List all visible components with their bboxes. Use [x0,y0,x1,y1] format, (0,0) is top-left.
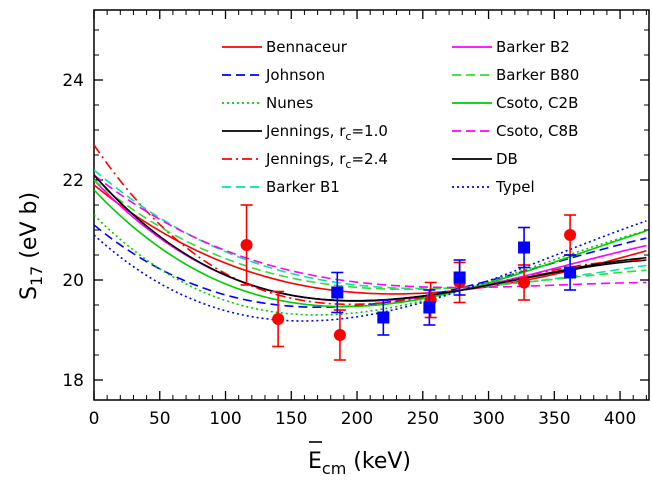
y-axis-title-main: S [17,286,42,300]
series-line-4 [94,144,647,306]
series-line-3 [94,174,647,302]
legend-label-10: DB [496,150,518,168]
data-point-circle [564,229,577,241]
series-line-0 [94,184,647,295]
x-tick-label: 0 [89,409,100,429]
x-axis-title-sub: cm [322,459,346,478]
y-axis-title-unit: (eV b) [17,192,42,266]
data-point-square [564,266,577,279]
x-tick-label: 300 [472,409,504,429]
legend-label-6: Barker B2 [496,38,570,56]
data-point-circle [518,276,531,289]
y-tick-label: 22 [62,171,84,191]
legend-label-0: Bennaceur [266,38,348,56]
x-axis-title-unit: (keV) [346,449,411,474]
axis-ticks: 0 50 100 150 200 250 300 350 400 18 20 22 24 [62,10,649,429]
x-tick-label: 200 [341,409,373,429]
y-axis-title-sub: 17 [27,266,46,286]
legend-label-11: Typel [495,178,535,196]
x-axis-title-main: E [308,449,322,474]
data-points [240,204,577,361]
legend-label-2: Nunes [266,94,313,112]
data-point-square [331,286,344,299]
y-tick-label: 20 [62,271,84,291]
series-line-7 [94,179,647,291]
series-line-8 [94,189,647,308]
series-line-2 [94,214,647,316]
x-tick-label: 50 [149,409,171,429]
data-point-square [518,241,531,254]
model-curves [94,144,647,322]
x-tick-label: 350 [538,409,570,429]
x-tick-label: 250 [407,409,439,429]
data-point-square [453,271,466,284]
legend-label-9: Csoto, C8B [496,122,578,140]
y-tick-label: 18 [62,371,84,391]
data-point-circle [272,313,285,325]
data-point-circle [240,239,253,251]
legend-label-3: Jennings, rc=1.0 [265,122,388,143]
legend-label-5: Barker B1 [266,178,340,196]
x-tick-label: 100 [209,409,241,429]
legend-label-4: Jennings, rc=2.4 [265,150,388,171]
series-line-11 [94,220,647,322]
legend-label-8: Csoto, C2B [496,94,578,112]
x-tick-label: 400 [604,409,636,429]
legend-label-7: Barker B80 [496,66,579,84]
legend-label-1: Johnson [265,66,325,84]
data-point-circle [333,329,346,341]
series-line-10 [94,174,647,302]
legend: Bennaceur Johnson Nunes Jennings, rc=1.0 Jen… [222,38,579,196]
y-tick-label: 24 [62,71,84,91]
data-point-square [377,311,390,324]
data-point-square [423,301,436,314]
x-tick-label: 150 [275,409,307,429]
x-axis-title: Ecm (keV) [308,449,411,478]
series-line-9 [94,174,647,289]
y-axis-title: S17 (eV b) [17,192,46,300]
